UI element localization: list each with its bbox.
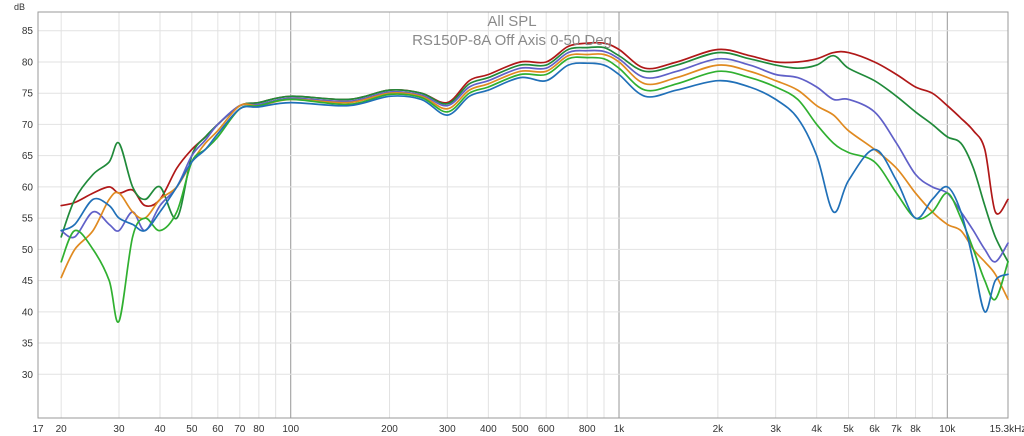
y-tick-label: 70 — [22, 120, 34, 131]
x-tick-label: 5k — [843, 424, 855, 435]
x-tick-label: 50 — [186, 424, 198, 435]
x-tick-label: 30 — [113, 424, 125, 435]
x-tick-label: 300 — [439, 424, 456, 435]
x-tick-label: 10k — [939, 424, 956, 435]
series-line-1 — [60, 41, 1009, 215]
y-tick-label: 60 — [22, 182, 34, 193]
y-tick-label: 45 — [22, 276, 34, 287]
y-tick-label: 35 — [22, 339, 34, 350]
chart-subtitle: RS150P-8A Off Axis 0-50 Deg — [412, 32, 612, 49]
x-tick-label: 6k — [869, 424, 881, 435]
plot-frame — [37, 11, 1009, 419]
x-tick-label: 7k — [891, 424, 903, 435]
series-layer — [60, 41, 1009, 323]
x-tick-label: 2k — [713, 424, 725, 435]
x-tick-label: 70 — [234, 424, 246, 435]
series-line-2 — [60, 46, 1009, 263]
x-tick-label: 500 — [512, 424, 529, 435]
series-line-3 — [60, 49, 1009, 263]
x-tick-label: 1k — [614, 424, 626, 435]
x-tick-label: 40 — [154, 424, 166, 435]
series-line-6 — [60, 62, 1009, 313]
y-tick-label: 75 — [22, 89, 34, 100]
x-tick-label: 800 — [579, 424, 596, 435]
x-tick-label: 3k — [770, 424, 782, 435]
x-tick-label: 200 — [381, 424, 398, 435]
x-tick-label: 400 — [480, 424, 497, 435]
x-tick-label: 17 — [32, 424, 44, 435]
y-tick-label: 80 — [22, 57, 34, 68]
x-tick-label: 600 — [538, 424, 555, 435]
y-tick-label: 30 — [22, 370, 34, 381]
chart-grid — [38, 12, 1008, 418]
x-tick-label: 4k — [811, 424, 823, 435]
x-tick-label: 100 — [282, 424, 299, 435]
y-tick-label: 50 — [22, 245, 34, 256]
chart-title: All SPL — [487, 13, 536, 30]
x-tick-label: 60 — [212, 424, 224, 435]
x-tick-label: 80 — [253, 424, 265, 435]
y-axis-label: dB — [14, 2, 25, 12]
y-tick-label: 85 — [22, 26, 34, 37]
x-tick-label: 15.3kHz — [990, 424, 1024, 435]
x-tick-labels: 17 20 30 40 50 60 70 80 100 200 300 400 500 600 800 1k 2… — [32, 424, 1024, 435]
y-tick-labels: 30 35 40 45 50 55 60 65 70 75 80 85 — [22, 26, 34, 381]
x-tick-label: 8k — [910, 424, 922, 435]
y-tick-label: 55 — [22, 214, 34, 225]
x-tick-label: 20 — [56, 424, 68, 435]
series-line-5 — [60, 56, 1009, 323]
y-tick-label: 40 — [22, 307, 34, 318]
series-line-4 — [60, 53, 1009, 301]
y-tick-label: 65 — [22, 151, 34, 162]
